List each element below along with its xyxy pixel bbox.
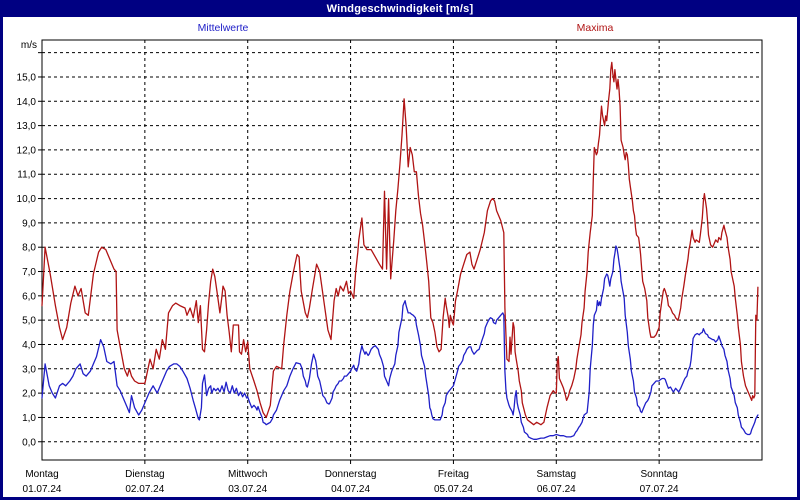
x-day-name-label: Mittwoch <box>228 469 267 480</box>
y-axis-label: 11,0 <box>17 170 36 181</box>
x-day-name-label: Montag <box>25 469 58 480</box>
chart-area: Mittelwerte Maxima 0,0 1,0 2,0 3,0 4,0 5,0 6,0… <box>3 17 797 497</box>
y-axis-label: 1,0 <box>22 413 36 424</box>
window-title: Windgeschwindigkeit [m/s] <box>326 2 474 15</box>
plot-border <box>41 39 763 461</box>
x-day-date-label: 02.07.24 <box>125 484 164 495</box>
y-axis-label: 3,0 <box>22 364 36 375</box>
legend-maxima: Maxima <box>576 22 614 34</box>
y-axis-label: 7,0 <box>22 267 36 278</box>
series-line-maxima <box>41 61 759 426</box>
y-axis-label: 8,0 <box>22 243 36 254</box>
y-axis-label: 13,0 <box>17 121 37 132</box>
x-day-date-label: 04.07.24 <box>331 484 370 495</box>
x-day-date-label: 01.07.24 <box>23 484 62 495</box>
x-day-date-label: 07.07.24 <box>640 484 679 495</box>
x-day-name-label: Donnerstag <box>325 469 377 480</box>
y-axis-label: 2,0 <box>22 389 36 400</box>
y-axis-label: 15,0 <box>17 72 37 83</box>
x-day-date-label: 05.07.24 <box>434 484 473 495</box>
legend-mittelwerte: Mittelwerte <box>197 22 249 34</box>
chart-canvas: 0,0 1,0 2,0 3,0 4,0 5,0 6,0 7,0 8,0 9,0 10,0 11,0 12… <box>17 39 763 495</box>
series-line-mittelwerte <box>41 245 759 440</box>
y-axis-label: 4,0 <box>22 340 36 351</box>
x-day-name-label: Freitag <box>438 469 469 480</box>
x-day-name-label: Dienstag <box>125 469 164 480</box>
y-axis-label: 6,0 <box>22 291 36 302</box>
x-day-date-label: 03.07.24 <box>228 484 267 495</box>
x-day-date-label: 06.07.24 <box>537 484 576 495</box>
y-axis-unit-label: m/s <box>21 40 37 51</box>
title-bar: Windgeschwindigkeit [m/s] <box>0 0 800 17</box>
y-axis-label: 12,0 <box>17 145 37 156</box>
y-axis-label: 10,0 <box>17 194 37 205</box>
x-day-name-label: Samstag <box>537 469 576 480</box>
y-axis-label: 9,0 <box>22 218 36 229</box>
y-axis-label: 5,0 <box>22 316 36 327</box>
y-axis-label: 0,0 <box>22 437 36 448</box>
y-axis-label: 14,0 <box>17 97 37 108</box>
x-day-name-label: Sonntag <box>641 469 678 480</box>
